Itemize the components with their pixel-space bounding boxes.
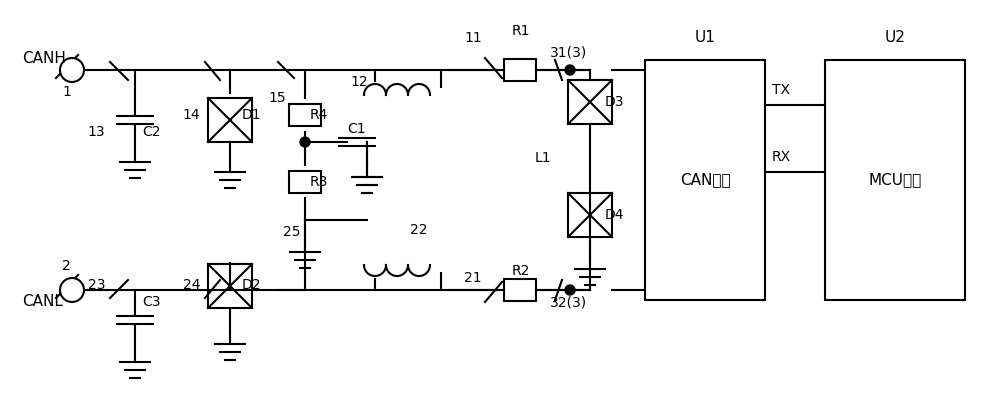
Text: U2: U2	[885, 30, 905, 45]
Text: 25: 25	[283, 225, 300, 239]
Text: 1: 1	[62, 85, 71, 99]
Text: 31(3): 31(3)	[550, 45, 587, 59]
Text: 14: 14	[182, 108, 200, 122]
Text: 12: 12	[350, 75, 368, 89]
Bar	[825, 60, 965, 300]
Text: RX: RX	[772, 150, 791, 164]
Text: R3: R3	[310, 175, 328, 189]
Text: 32(3): 32(3)	[550, 295, 587, 309]
Bar	[504, 279, 536, 301]
Text: CANL: CANL	[22, 294, 63, 310]
Bar	[568, 193, 612, 237]
Text: D1: D1	[242, 108, 262, 122]
Text: 2: 2	[62, 259, 71, 273]
Text: R4: R4	[310, 108, 328, 122]
Text: CANH: CANH	[22, 50, 66, 66]
Circle shape	[300, 137, 310, 147]
Text: TX: TX	[772, 83, 790, 97]
Bar	[289, 104, 321, 126]
Text: CAN芯片: CAN芯片	[680, 173, 730, 187]
Text: 11: 11	[464, 31, 482, 45]
Bar	[504, 59, 536, 81]
Circle shape	[60, 58, 84, 82]
Text: C2: C2	[142, 125, 161, 139]
Circle shape	[565, 65, 575, 75]
Text: 21: 21	[464, 271, 482, 285]
Text: U1: U1	[695, 30, 715, 45]
Bar	[289, 171, 321, 193]
Text: 23: 23	[88, 278, 105, 292]
Text: 15: 15	[268, 91, 286, 105]
Bar	[208, 98, 252, 142]
Text: MCU芯片: MCU芯片	[868, 173, 922, 187]
Circle shape	[565, 285, 575, 295]
Text: D4: D4	[605, 208, 624, 222]
Circle shape	[60, 278, 84, 302]
Text: 24: 24	[183, 278, 200, 292]
Text: 22: 22	[410, 223, 428, 237]
Text: D3: D3	[605, 95, 624, 109]
Text: R1: R1	[512, 24, 530, 38]
Text: L1: L1	[535, 151, 552, 165]
Bar	[645, 60, 765, 300]
Text: 13: 13	[87, 125, 105, 139]
Bar	[568, 80, 612, 124]
Text: R2: R2	[512, 264, 530, 278]
Text: C3: C3	[142, 295, 161, 309]
Bar	[208, 264, 252, 308]
Text: C1: C1	[347, 122, 366, 136]
Text: D2: D2	[242, 278, 262, 292]
